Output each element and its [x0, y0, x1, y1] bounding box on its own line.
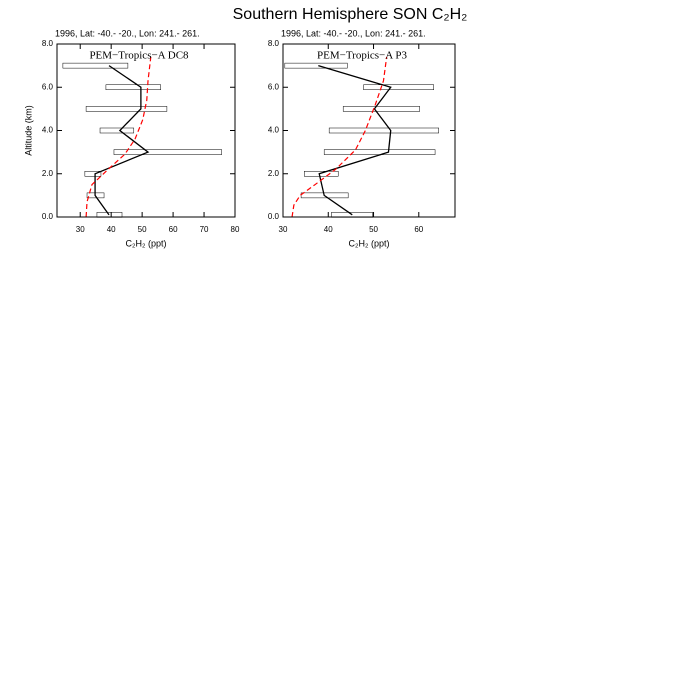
y-tick-label: 4.0: [268, 126, 280, 135]
panel-subtitle: 1996, Lat: -40.- -20., Lon: 241.- 261.: [55, 28, 200, 38]
x-tick-label: 80: [231, 225, 240, 234]
observation-box: [342, 106, 420, 112]
panel-label: PEM−Tropics−A P3: [317, 50, 407, 62]
x-tick-label: 50: [369, 225, 378, 234]
x-axis-label: C₂H₂ (ppt): [349, 238, 390, 248]
y-tick-label: 0.0: [268, 212, 280, 221]
x-tick-label: 60: [414, 225, 423, 234]
panel-label: PEM−Tropics−A DC8: [89, 50, 189, 62]
y-tick-label: 8.0: [268, 39, 280, 48]
y-tick-label: 2.0: [42, 169, 54, 178]
observation-box: [85, 106, 168, 112]
x-tick-label: 70: [200, 225, 209, 234]
x-axis-label: C₂H₂ (ppt): [126, 238, 167, 248]
observation-box: [99, 127, 135, 134]
observation-box: [284, 62, 348, 69]
x-tick-label: 30: [76, 225, 85, 234]
model-line: [85, 56, 152, 218]
x-tick-label: 40: [324, 225, 333, 234]
x-tick-label: 50: [138, 225, 147, 234]
y-tick-label: 2.0: [268, 169, 280, 178]
y-tick-label: 8.0: [42, 39, 54, 48]
y-tick-label: 6.0: [268, 82, 280, 91]
observation-box: [328, 127, 439, 134]
observation-box: [62, 62, 129, 69]
observation-box: [84, 171, 102, 177]
y-axis-label: Altitude (km): [23, 105, 33, 156]
y-tick-label: 6.0: [42, 82, 54, 91]
data-line: [94, 65, 150, 216]
y-tick-label: 4.0: [42, 126, 54, 135]
observation-box: [105, 84, 161, 90]
observation-box: [363, 84, 434, 90]
data-line: [318, 65, 392, 216]
observation-box: [113, 149, 222, 155]
observation-box: [323, 149, 436, 155]
x-tick-label: 40: [107, 225, 116, 234]
x-tick-label: 30: [279, 225, 288, 234]
page-title: Southern Hemisphere SON C₂H₂: [233, 6, 468, 23]
panel-subtitle: 1996, Lat: -40.- -20., Lon: 241.- 261.: [281, 28, 426, 38]
y-tick-label: 0.0: [42, 212, 54, 221]
x-tick-label: 60: [169, 225, 178, 234]
model-line: [291, 56, 388, 218]
